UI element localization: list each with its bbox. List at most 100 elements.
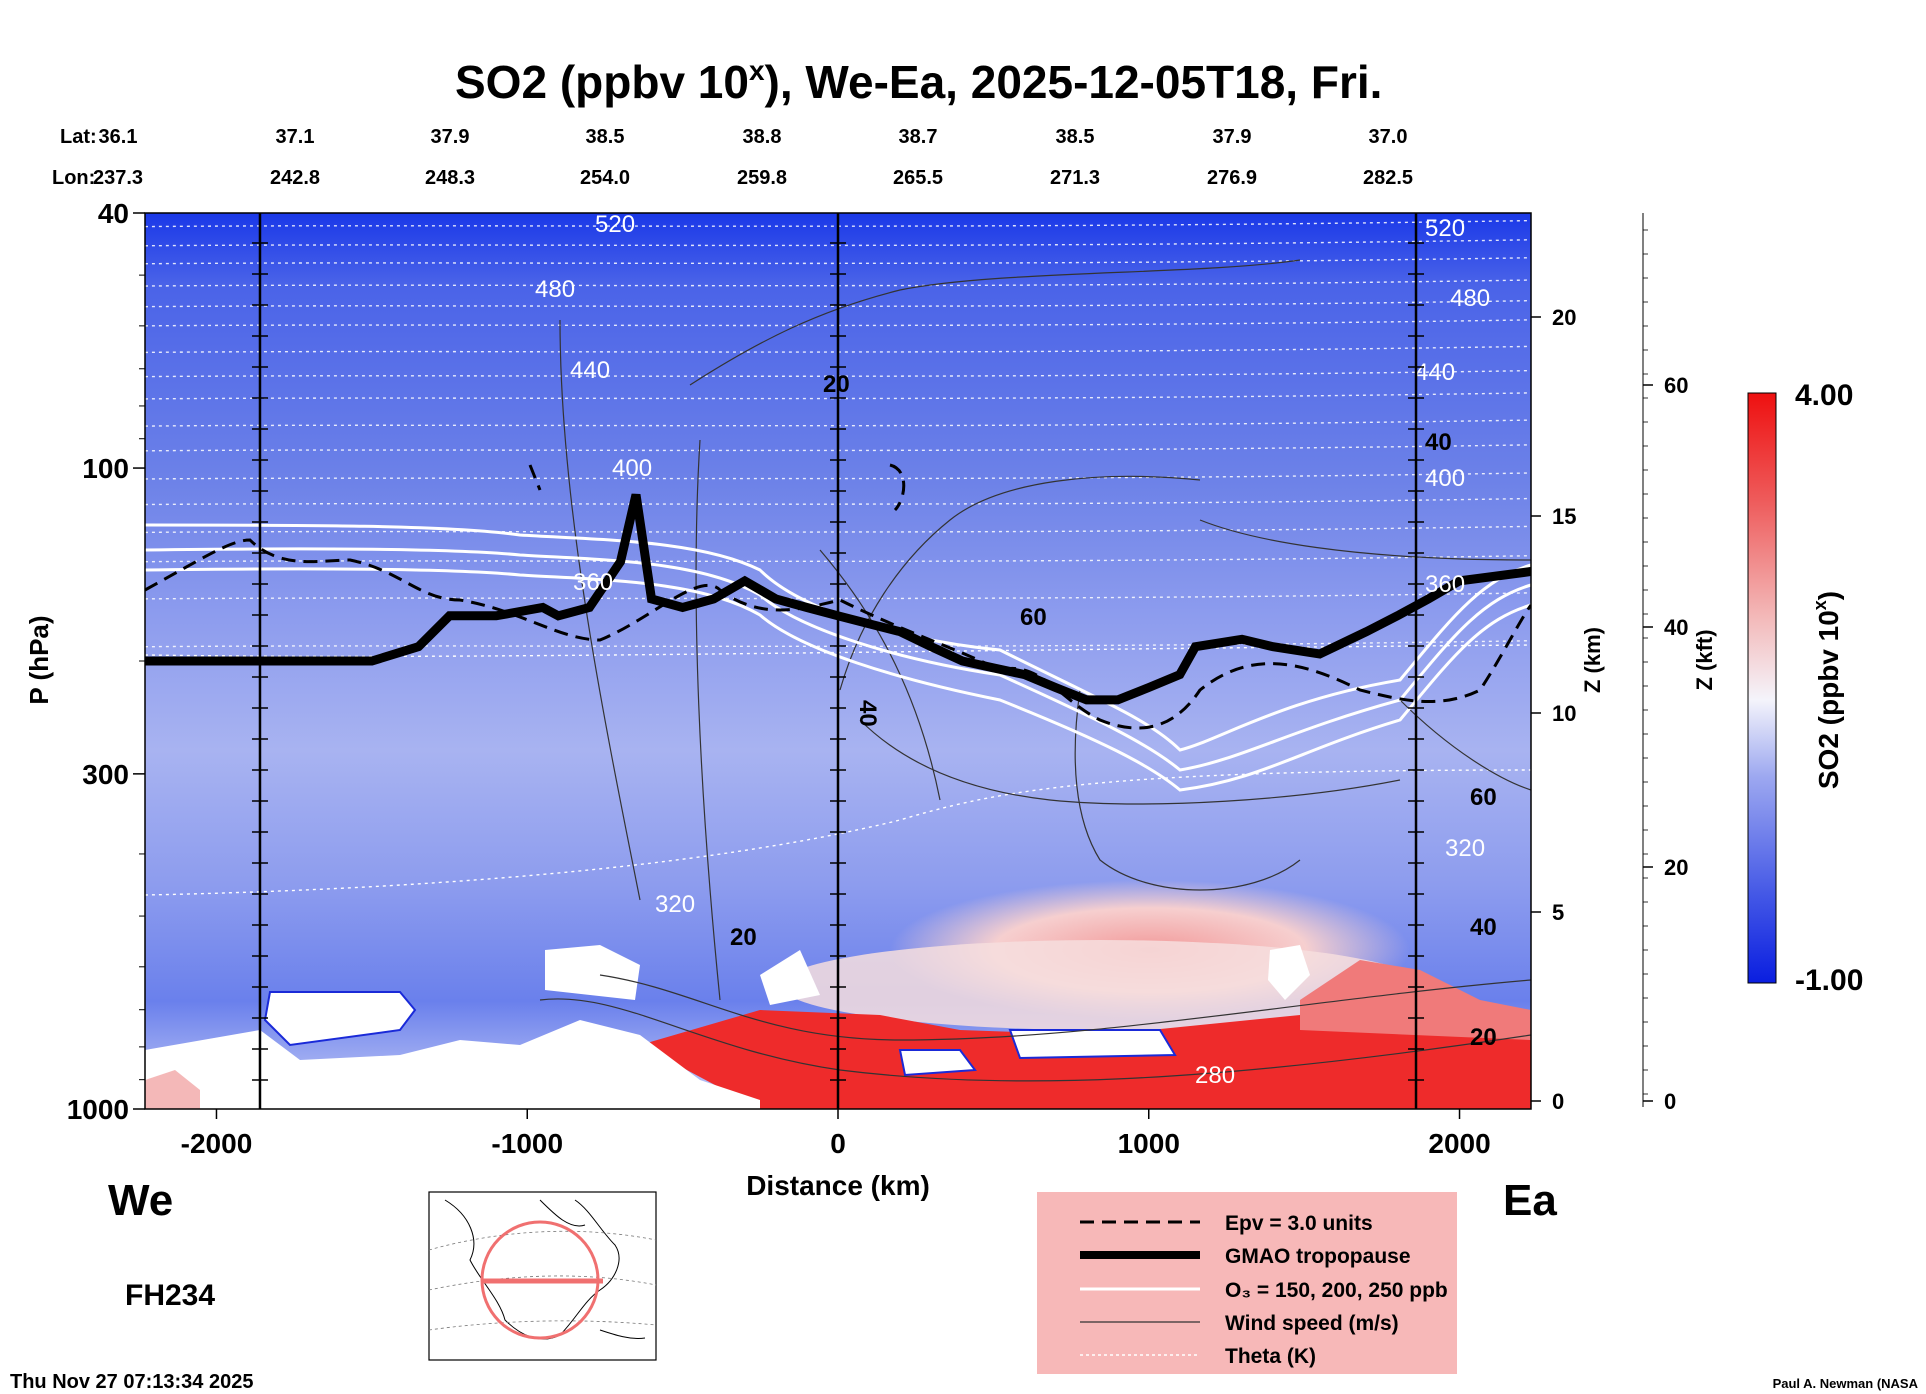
x-tick-label: 2000 [1428, 1128, 1490, 1159]
legend-item: GMAO tropopause [1225, 1245, 1411, 1268]
theta-contour [145, 525, 1531, 534]
lat-value: 38.5 [586, 126, 625, 148]
x-axis: -2000 -1000 0 1000 2000 [181, 1109, 1491, 1159]
theta-contour [145, 640, 1531, 648]
z-kft-tick-label: 60 [1664, 373, 1688, 398]
theta-contour [145, 319, 1531, 327]
lat-value: 38.8 [743, 126, 782, 148]
legend: Epv = 3.0 units GMAO tropopause O₃ = 150… [1037, 1192, 1457, 1374]
masked-region [263, 991, 417, 1047]
theta-contour [145, 769, 1531, 896]
lon-value: 265.5 [893, 167, 943, 189]
theta-label: 480 [1450, 285, 1490, 312]
wind-label: 20 [730, 924, 757, 951]
wind-label: 20 [1470, 1024, 1497, 1051]
x-tick-label: -1000 [491, 1128, 563, 1159]
theta-contour [145, 239, 1531, 247]
wind-label: 40 [1470, 914, 1497, 941]
z-km-label: Z (km) [1580, 627, 1605, 693]
lat-value: 37.0 [1369, 126, 1408, 148]
so2-plume-white [780, 940, 1420, 1030]
theta-label: 400 [612, 455, 652, 482]
lon-value: 271.3 [1050, 167, 1100, 189]
z-kft-tick-label: 40 [1664, 615, 1688, 640]
lon-value: 254.0 [580, 167, 630, 189]
z-kft-tick-label: 0 [1664, 1089, 1676, 1114]
wind-label: 40 [854, 700, 881, 727]
credit: Paul A. Newman (NASA [1773, 1376, 1919, 1391]
graticule [428, 1230, 657, 1331]
masked-region [545, 945, 640, 1000]
z-km-tick-label: 10 [1552, 701, 1576, 726]
z-kft-label: Z (kft) [1692, 629, 1717, 690]
theta-contour [145, 299, 1531, 308]
lon-value: 237.3 [93, 167, 143, 189]
theta-label: 320 [655, 891, 695, 918]
forecast-hour: FH234 [125, 1279, 215, 1312]
chart-title: SO2 (ppbv 10x), We-Ea, 2025-12-05T18, Fr… [455, 55, 1382, 108]
legend-item: Epv = 3.0 units [1225, 1212, 1373, 1235]
wind-label: 20 [823, 371, 850, 398]
theta-contour [145, 369, 1531, 378]
legend-item: Theta (K) [1225, 1345, 1316, 1368]
contours [145, 219, 1531, 1082]
lat-label: Lat: [60, 126, 97, 148]
masked-region [898, 1049, 977, 1077]
x-axis-label: Distance (km) [746, 1170, 930, 1201]
wind-label: 40 [1425, 429, 1452, 456]
so2-west-pink [145, 1070, 200, 1109]
p-tick-label: 1000 [67, 1094, 129, 1125]
theta-labels: 520 520 480 480 440 440 400 400 360 360 320 320 280 [535, 211, 1490, 1089]
y-axis-label: P (hPa) [24, 615, 54, 704]
wind-label: 60 [1020, 604, 1047, 631]
theta-contour [145, 279, 1531, 287]
legend-item: O₃ = 150, 200, 250 ppb [1225, 1279, 1448, 1302]
theta-label: 360 [1425, 571, 1465, 598]
section-markers [251, 213, 1425, 1109]
theta-contour [145, 497, 1531, 506]
lat-value: 37.1 [276, 126, 315, 148]
p-tick-label: 300 [82, 759, 129, 790]
colorbar [1747, 392, 1777, 984]
latitude-row: 36.1 37.1 37.9 38.5 38.8 38.7 38.5 37.9 37.0 [99, 126, 1408, 148]
lat-value: 37.9 [431, 126, 470, 148]
theta-label: 320 [1445, 835, 1485, 862]
colorbar-label: SO2 (ppbv 10x) [1810, 591, 1844, 789]
theta-label: 280 [1195, 1062, 1235, 1089]
theta-contour [145, 392, 1531, 400]
west-label: We [108, 1176, 173, 1225]
masked-region [1008, 1029, 1177, 1060]
lon-value: 282.5 [1363, 167, 1413, 189]
east-label: Ea [1503, 1176, 1557, 1225]
colorbar-max: 4.00 [1795, 379, 1853, 412]
theta-contours [145, 219, 1531, 896]
z-km-tick-label: 0 [1552, 1089, 1564, 1114]
longitude-row: 237.3 242.8 248.3 254.0 259.8 265.5 271.3 276.9… [93, 167, 1413, 189]
theta-contour [145, 219, 1531, 228]
theta-contour [145, 257, 1531, 265]
legend-item: Wind speed (m/s) [1225, 1312, 1399, 1335]
lat-value: 36.1 [99, 126, 138, 148]
theta-label: 520 [1425, 215, 1465, 242]
wind-labels: 20 40 60 60 40 40 20 20 [730, 371, 1497, 1051]
gmao-tropopause [145, 493, 1531, 705]
lon-value: 248.3 [425, 167, 475, 189]
theta-contour [145, 444, 1531, 452]
ozone-contours [145, 523, 1531, 792]
z-kft-tick-label: 20 [1664, 855, 1688, 880]
lat-value: 38.7 [899, 126, 938, 148]
masked-region [760, 950, 820, 1005]
z-km-tick-label: 15 [1552, 504, 1576, 529]
so2-terrain-mask [145, 1020, 760, 1109]
lon-value: 276.9 [1207, 167, 1257, 189]
z-kft-axis: 0 20 40 60 [1642, 213, 1688, 1114]
theta-label: 440 [570, 357, 610, 384]
inset-map [428, 1191, 657, 1361]
p-tick-label: 100 [82, 453, 129, 484]
z-km-axis: 0 5 10 15 20 [1530, 213, 1576, 1114]
pressure-axis: 40 100 300 1000 [67, 198, 145, 1125]
wind-label: 60 [1470, 784, 1497, 811]
colorbar-min: -1.00 [1795, 964, 1863, 997]
x-tick-label: 0 [830, 1128, 846, 1159]
